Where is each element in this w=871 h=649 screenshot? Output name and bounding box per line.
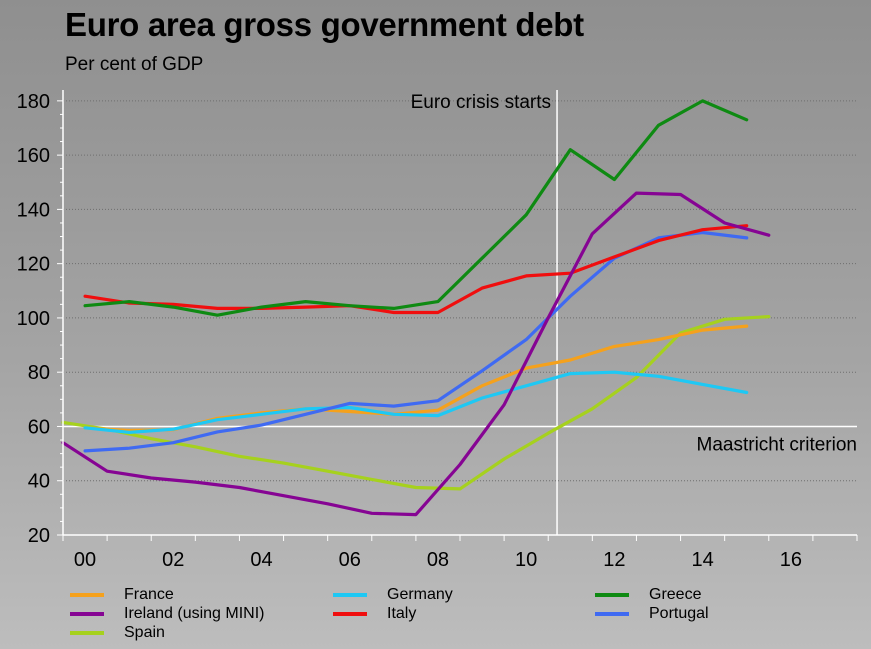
series-lines <box>61 99 771 517</box>
grid-lines <box>63 100 857 482</box>
series-line-italy <box>83 224 749 315</box>
y-tick-label: 60 <box>28 416 50 438</box>
legend-item-germany: Germany <box>333 585 453 604</box>
x-tick-label: 16 <box>780 549 802 571</box>
x-tick-label: 14 <box>691 549 713 571</box>
x-tick-label: 00 <box>74 549 96 571</box>
chart-subtitle: Per cent of GDP <box>65 54 204 75</box>
legend-item-portugal: Portugal <box>595 604 709 623</box>
legend-label: Portugal <box>649 604 709 622</box>
reference-lines <box>63 90 857 535</box>
legend-swatch <box>70 611 104 616</box>
axes <box>57 90 858 541</box>
legend-label: Spain <box>124 623 165 641</box>
y-tick-label: 160 <box>17 145 50 167</box>
legend-item-ireland: Ireland (using MINI) <box>70 604 265 623</box>
y-tick-label: 80 <box>28 362 50 384</box>
y-tick-label: 180 <box>17 91 50 113</box>
y-tick-label: 120 <box>17 254 50 276</box>
y-tick-label: 100 <box>17 308 50 330</box>
legend-label: Ireland (using MINI) <box>124 604 265 622</box>
legend-label: France <box>124 585 174 603</box>
x-tick-label: 06 <box>339 549 361 571</box>
maastricht-label: Maastricht criterion <box>697 434 858 455</box>
legend-swatch <box>333 611 367 616</box>
legend-swatch <box>333 592 367 597</box>
series-line-spain <box>61 315 771 491</box>
legend: France Germany Greece Ireland (using MIN… <box>0 582 871 649</box>
y-tick-label: 140 <box>17 199 50 221</box>
legend-item-italy: Italy <box>333 604 416 623</box>
chart-title: Euro area gross government debt <box>65 6 584 43</box>
x-tick-label: 12 <box>603 549 625 571</box>
legend-swatch <box>70 630 104 635</box>
legend-swatch <box>70 592 104 597</box>
series-line-germany <box>83 370 749 434</box>
x-tick-label: 04 <box>250 549 272 571</box>
legend-item-spain: Spain <box>70 623 165 642</box>
euro-crisis-label: Euro crisis starts <box>411 92 551 113</box>
legend-item-greece: Greece <box>595 585 701 604</box>
legend-label: Germany <box>387 585 453 603</box>
y-tick-label: 20 <box>28 525 50 547</box>
series-line-ireland <box>61 191 771 517</box>
legend-swatch <box>595 611 629 616</box>
x-tick-label: 10 <box>515 549 537 571</box>
axis-labels: Euro crisis starts Maastricht criterion 20… <box>17 91 857 571</box>
legend-swatch <box>595 592 629 597</box>
x-tick-label: 08 <box>427 549 449 571</box>
y-tick-label: 40 <box>28 471 50 493</box>
x-tick-label: 02 <box>162 549 184 571</box>
legend-label: Greece <box>649 585 702 603</box>
legend-item-france: France <box>70 585 174 604</box>
series-line-greece <box>83 99 749 317</box>
legend-label: Italy <box>387 604 417 622</box>
